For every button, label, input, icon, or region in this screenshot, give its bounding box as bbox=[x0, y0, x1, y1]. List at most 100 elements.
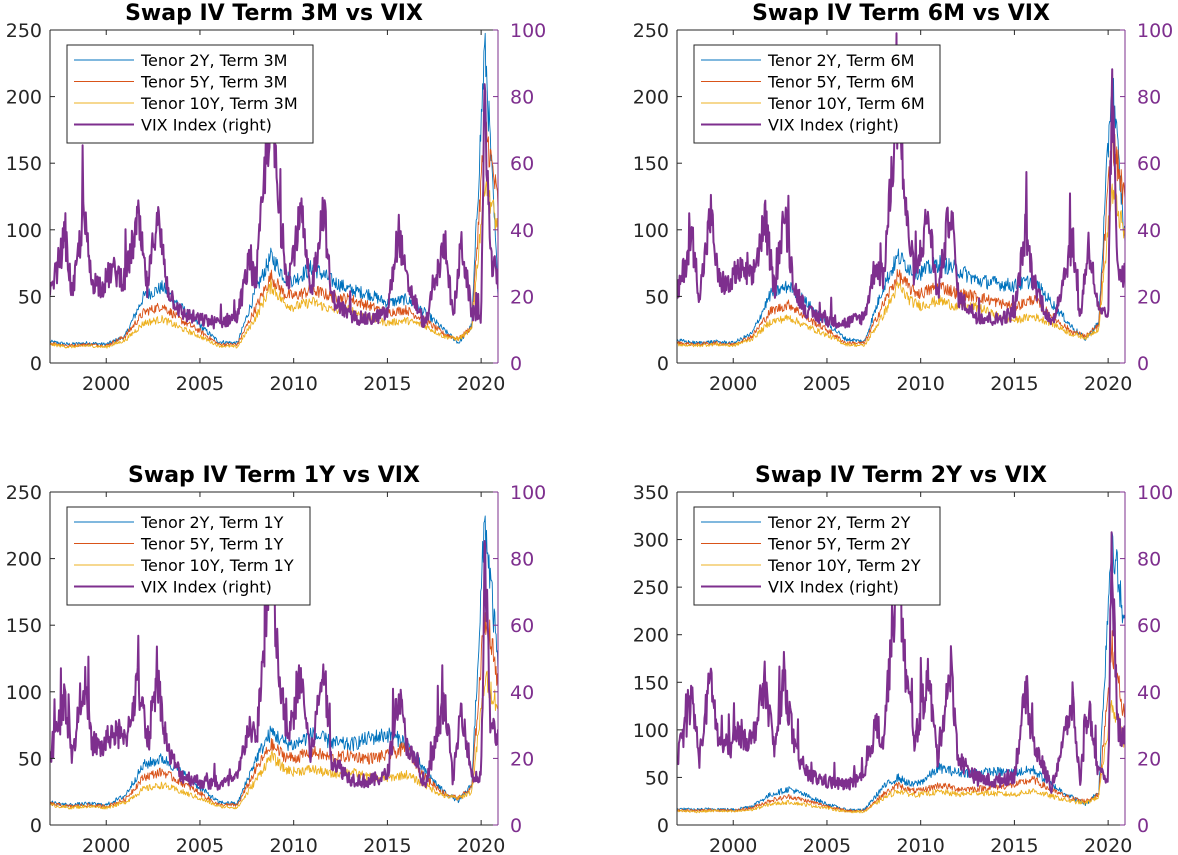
chart-panel-1: 2000 2005 2010 2015 202005010015020025002040… bbox=[6, 1, 547, 395]
y-tick-label: 150 bbox=[6, 615, 42, 637]
legend-box bbox=[693, 44, 941, 144]
y-tick-label: 100 bbox=[6, 682, 42, 704]
legend-label: VIX Index (right) bbox=[141, 116, 272, 135]
y-tick-label: 150 bbox=[6, 153, 42, 175]
legend-box bbox=[66, 506, 311, 606]
x-tick-label: 2000 bbox=[82, 835, 130, 855]
x-tick-label: 2020 bbox=[457, 835, 505, 855]
y2-tick-label: 0 bbox=[1137, 815, 1149, 837]
y-tick-label: 100 bbox=[6, 220, 42, 242]
x-tick-label: 2020 bbox=[1084, 373, 1132, 395]
y2-tick-label: 20 bbox=[510, 748, 534, 770]
x-tick-label: 2005 bbox=[803, 835, 851, 855]
x-tick-label: 2010 bbox=[270, 835, 318, 855]
x-tick-label: 2020 bbox=[457, 373, 505, 395]
y2-tick-label: 40 bbox=[510, 682, 534, 704]
chart-panel-2: 2000 2005 2010 2015 202005010015020025002040… bbox=[633, 1, 1174, 395]
legend-label: Tenor 2Y, Term 1Y bbox=[140, 513, 284, 532]
y-tick-label: 50 bbox=[645, 286, 669, 308]
series-line-tenor-5y-term-6m bbox=[677, 124, 1125, 347]
y-tick-label: 200 bbox=[6, 87, 42, 109]
x-tick-label: 2015 bbox=[363, 373, 411, 395]
legend-label: Tenor 10Y, Term 3M bbox=[140, 94, 298, 113]
chart-title: Swap IV Term 6M vs VIX bbox=[752, 1, 1050, 26]
x-tick-label: 2015 bbox=[363, 835, 411, 855]
legend-label: Tenor 2Y, Term 6M bbox=[767, 51, 914, 70]
series-line-tenor-10y-term-2y bbox=[677, 700, 1125, 814]
x-tick-label: 2005 bbox=[176, 835, 224, 855]
y-tick-label: 250 bbox=[6, 482, 42, 504]
y-tick-label: 150 bbox=[633, 672, 669, 694]
y-tick-label: 200 bbox=[6, 549, 42, 571]
y2-tick-label: 40 bbox=[1137, 682, 1161, 704]
legend-label: Tenor 5Y, Term 3M bbox=[140, 73, 287, 92]
chart-panel-4: 2000 2005 2010 2015 202005010015020025030035… bbox=[633, 463, 1174, 855]
y-tick-label: 50 bbox=[18, 748, 42, 770]
y2-tick-label: 80 bbox=[510, 87, 534, 109]
y2-tick-label: 40 bbox=[510, 220, 534, 242]
y-tick-label: 200 bbox=[633, 625, 669, 647]
y2-tick-label: 0 bbox=[1137, 353, 1149, 375]
series-line-tenor-2y-term-3m bbox=[50, 32, 498, 347]
legend-box bbox=[66, 44, 314, 144]
y2-tick-label: 100 bbox=[1137, 20, 1173, 42]
legend-label: Tenor 10Y, Term 1Y bbox=[140, 556, 294, 575]
x-tick-label: 2010 bbox=[897, 835, 945, 855]
y-tick-label: 300 bbox=[633, 530, 669, 552]
x-tick-label: 2000 bbox=[82, 373, 130, 395]
legend-label: Tenor 2Y, Term 3M bbox=[140, 51, 287, 70]
legend-label: Tenor 5Y, Term 2Y bbox=[767, 535, 911, 554]
series-line-tenor-2y-term-6m bbox=[677, 74, 1125, 345]
y-tick-label: 200 bbox=[633, 87, 669, 109]
y2-tick-label: 60 bbox=[1137, 615, 1161, 637]
legend-box bbox=[693, 506, 941, 606]
legend-label: Tenor 10Y, Term 2Y bbox=[767, 556, 921, 575]
y2-tick-label: 80 bbox=[510, 549, 534, 571]
y2-tick-label: 20 bbox=[1137, 748, 1161, 770]
y2-tick-label: 100 bbox=[510, 20, 546, 42]
y2-tick-label: 60 bbox=[510, 615, 534, 637]
x-tick-label: 2010 bbox=[270, 373, 318, 395]
y2-tick-label: 100 bbox=[510, 482, 546, 504]
y-tick-label: 350 bbox=[633, 482, 669, 504]
y2-tick-label: 0 bbox=[510, 353, 522, 375]
x-tick-label: 2005 bbox=[176, 373, 224, 395]
y2-tick-label: 0 bbox=[510, 815, 522, 837]
y2-tick-label: 60 bbox=[510, 153, 534, 175]
series-line-tenor-2y-term-1y bbox=[50, 515, 498, 807]
legend: Tenor 2Y, Term 3M Tenor 5Y, Term 3M Tenor … bbox=[66, 44, 314, 144]
y2-tick-label: 100 bbox=[1137, 482, 1173, 504]
legend-label: VIX Index (right) bbox=[141, 578, 272, 597]
legend: Tenor 2Y, Term 6M Tenor 5Y, Term 6M Tenor … bbox=[693, 44, 941, 144]
y-tick-label: 0 bbox=[30, 815, 42, 837]
legend: Tenor 2Y, Term 1Y Tenor 5Y, Term 1Y Tenor … bbox=[66, 506, 311, 606]
chart-title: Swap IV Term 1Y vs VIX bbox=[128, 463, 420, 488]
y2-tick-label: 80 bbox=[1137, 87, 1161, 109]
legend: Tenor 2Y, Term 2Y Tenor 5Y, Term 2Y Tenor … bbox=[693, 506, 941, 606]
y2-tick-label: 60 bbox=[1137, 153, 1161, 175]
x-tick-label: 2000 bbox=[709, 835, 757, 855]
x-tick-label: 2015 bbox=[990, 373, 1038, 395]
legend-label: VIX Index (right) bbox=[768, 578, 899, 597]
y2-tick-label: 20 bbox=[510, 286, 534, 308]
y2-tick-label: 20 bbox=[1137, 286, 1161, 308]
y-tick-label: 100 bbox=[633, 720, 669, 742]
y-tick-label: 0 bbox=[657, 815, 669, 837]
y-tick-label: 100 bbox=[633, 220, 669, 242]
x-tick-label: 2020 bbox=[1084, 835, 1132, 855]
chart-title: Swap IV Term 3M vs VIX bbox=[125, 1, 423, 26]
legend-label: Tenor 5Y, Term 6M bbox=[767, 73, 914, 92]
legend-label: VIX Index (right) bbox=[768, 116, 899, 135]
y2-tick-label: 40 bbox=[1137, 220, 1161, 242]
y-tick-label: 0 bbox=[657, 353, 669, 375]
legend-label: Tenor 10Y, Term 6M bbox=[767, 94, 925, 113]
x-tick-label: 2015 bbox=[990, 835, 1038, 855]
y2-tick-label: 80 bbox=[1137, 549, 1161, 571]
x-tick-label: 2005 bbox=[803, 373, 851, 395]
legend-label: Tenor 2Y, Term 2Y bbox=[767, 513, 911, 532]
y-tick-label: 250 bbox=[633, 577, 669, 599]
y-tick-label: 0 bbox=[30, 353, 42, 375]
x-tick-label: 2000 bbox=[709, 373, 757, 395]
y-tick-label: 250 bbox=[633, 20, 669, 42]
